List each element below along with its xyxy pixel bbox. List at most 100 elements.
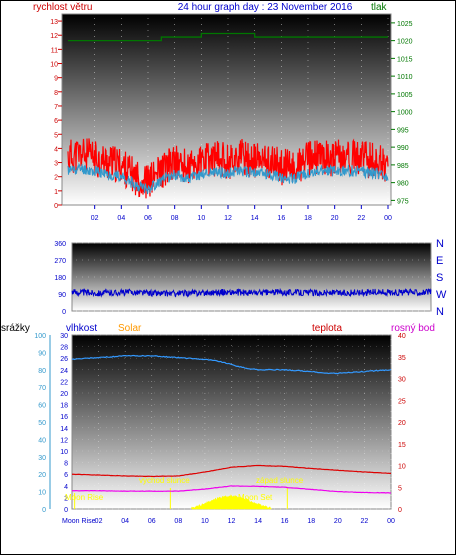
wind-tick-label: 9 <box>54 76 58 83</box>
wind-tick-label: 10 <box>50 62 58 69</box>
rain-tick-label: 28 <box>60 345 68 352</box>
wind-tick-label: 3 <box>54 161 58 168</box>
graph-title: 24 hour graph day : 23 November 2016 <box>178 2 353 13</box>
humidity-tick-label: 90 <box>38 350 46 357</box>
dewpoint-label: rosný bod <box>391 323 435 334</box>
panel3-background <box>71 334 392 510</box>
hour-tick-label: 06 <box>144 215 152 222</box>
temperature-tick-label: 10 <box>398 464 406 471</box>
hour-tick-label: 08 <box>174 518 182 525</box>
direction-tick-label: 90 <box>58 292 66 299</box>
pressure-tick-label: 1025 <box>397 21 413 28</box>
humidity-tick-label: 0 <box>42 507 46 514</box>
compass-label: S <box>436 272 443 284</box>
rain-tick-label: 10 <box>60 449 68 456</box>
hour-tick-label: 06 <box>148 518 156 525</box>
humidity-tick-label: 80 <box>38 368 46 375</box>
temperature-tick-label: 15 <box>398 442 406 449</box>
rain-tick-label: 2 <box>64 495 68 502</box>
humidity-label: vlhkost <box>66 323 97 334</box>
panel1-axes: 0123456789101112139759809859909951000100… <box>50 19 412 222</box>
wind-speed-label: rychlost větru <box>33 2 92 13</box>
rain-tick-label: 4 <box>64 484 68 491</box>
humidity-tick-label: 10 <box>38 490 46 497</box>
humidity-tick-label: 20 <box>38 472 46 479</box>
rain-tick-label: 6 <box>64 472 68 479</box>
rain-tick-label: 26 <box>60 356 68 363</box>
panel3-axes: 0102030405060708090100024681012141618202… <box>34 333 406 525</box>
hour-tick-label: Moon Rise <box>62 518 96 525</box>
temperature-tick-label: 0 <box>398 507 402 514</box>
hour-tick-label: 22 <box>357 215 365 222</box>
temperature-tick-label: 25 <box>398 398 406 405</box>
pressure-tick-label: 980 <box>397 181 409 188</box>
rain-tick-label: 8 <box>64 461 68 468</box>
grid-dots <box>76 18 431 510</box>
pressure-tick-label: 985 <box>397 163 409 170</box>
pressure-tick-label: 1000 <box>397 110 413 117</box>
hour-tick-label: 02 <box>95 518 103 525</box>
sunrise-annotation: východ slunce <box>139 476 190 485</box>
humidity-tick-label: 40 <box>38 437 46 444</box>
hour-tick-label: 04 <box>117 215 125 222</box>
direction-tick-label: 270 <box>54 258 66 265</box>
compass-label: N <box>436 306 444 318</box>
panel3-series <box>71 354 392 510</box>
humidity-tick-label: 30 <box>38 455 46 462</box>
humidity-tick-label: 60 <box>38 403 46 410</box>
direction-tick-label: 0 <box>62 309 66 316</box>
rain-tick-label: 18 <box>60 403 68 410</box>
rain-tick-label: 0 <box>64 507 68 514</box>
rain-tick-label: 16 <box>60 414 68 421</box>
hour-tick-label: 22 <box>361 518 369 525</box>
temperature-tick-label: 40 <box>398 333 406 340</box>
hour-tick-label: 12 <box>228 518 236 525</box>
hour-tick-label: 02 <box>91 215 99 222</box>
solar-area <box>191 494 272 510</box>
rain-tick-label: 22 <box>60 379 68 386</box>
rain-tick-label: 24 <box>60 368 68 375</box>
hour-tick-label: 16 <box>277 215 285 222</box>
pressure-tick-label: 990 <box>397 145 409 152</box>
moonset-annotation: Moon Set <box>238 493 273 502</box>
rain-tick-label: 14 <box>60 426 68 433</box>
wind-tick-label: 8 <box>54 90 58 97</box>
wind-tick-label: 1 <box>54 189 58 196</box>
wind-tick-label: 0 <box>54 203 58 210</box>
hour-tick-label: 10 <box>197 215 205 222</box>
humidity-tick-label: 100 <box>34 333 46 340</box>
panel2-background <box>71 242 432 312</box>
humidity-line <box>71 354 392 375</box>
pressure-tick-label: 975 <box>397 198 409 205</box>
hour-tick-label: 00 <box>387 518 395 525</box>
hour-tick-label: 10 <box>201 518 209 525</box>
wind-tick-label: 12 <box>50 33 58 40</box>
rain-tick-label: 30 <box>60 333 68 340</box>
pressure-line <box>68 32 388 42</box>
temperature-line <box>72 464 392 478</box>
hour-tick-label: 12 <box>224 215 232 222</box>
wind-average-line <box>67 163 389 195</box>
pressure-label: tlak <box>371 2 388 13</box>
wind-tick-label: 2 <box>54 175 58 182</box>
rain-tick-label: 12 <box>60 437 68 444</box>
compass-label: E <box>436 255 443 267</box>
hour-tick-label: 14 <box>254 518 262 525</box>
wind-tick-label: 6 <box>54 118 58 125</box>
hour-tick-label: 18 <box>307 518 315 525</box>
sunset-annotation: západ slunce <box>256 476 304 485</box>
hour-tick-label: 14 <box>251 215 259 222</box>
panel2-series <box>71 287 432 298</box>
pressure-tick-label: 1010 <box>397 74 413 81</box>
humidity-tick-label: 70 <box>38 385 46 392</box>
temperature-tick-label: 35 <box>398 355 406 362</box>
pressure-tick-label: 1015 <box>397 56 413 63</box>
rain-tick-label: 20 <box>60 391 68 398</box>
compass-label: W <box>436 289 447 301</box>
compass-label: N <box>436 238 444 250</box>
temperature-tick-label: 30 <box>398 377 406 384</box>
wind-tick-label: 7 <box>54 104 58 111</box>
temperature-tick-label: 5 <box>398 485 402 492</box>
